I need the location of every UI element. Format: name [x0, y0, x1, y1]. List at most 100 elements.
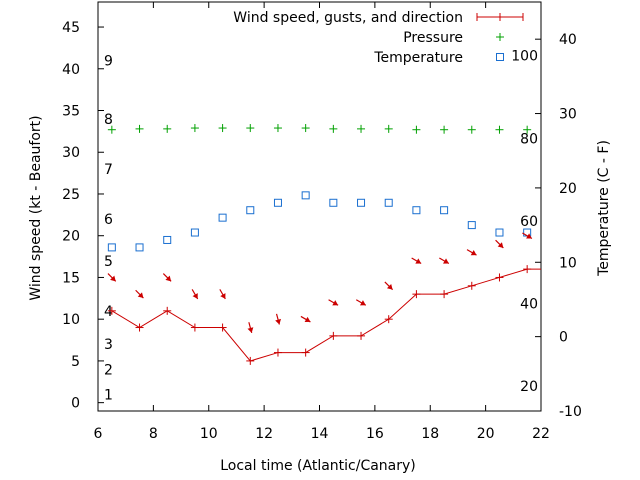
- pressure-point: [523, 125, 532, 134]
- y-left-tick-label: 5: [71, 354, 80, 370]
- y-left-axis-label: Wind speed (kt - Beaufort): [28, 115, 44, 300]
- temperature-point: [440, 206, 449, 215]
- wind-speed-point: [495, 273, 504, 282]
- wind-speed-point: [467, 281, 476, 290]
- legend-entry: Pressure: [403, 30, 504, 46]
- wind-speed-point: [273, 348, 282, 357]
- wind-direction-arrow: [355, 299, 367, 306]
- y-right-tick-label: 30: [559, 107, 577, 123]
- temperature-point: [301, 191, 310, 200]
- beaufort-label: 5: [104, 254, 113, 270]
- arrow-head: [443, 258, 449, 264]
- x-axis-ticks: 6 8 10 12 14 16 18 20 22: [94, 2, 550, 442]
- wind-direction-arrow: [411, 257, 422, 265]
- arrow-head: [220, 293, 226, 299]
- temperature-point: [246, 206, 255, 215]
- wind-direction-arrow: [162, 273, 172, 282]
- fahrenheit-label: 40: [520, 297, 538, 313]
- pressure-point: [246, 124, 255, 133]
- wind-direction-arrow: [522, 232, 533, 239]
- legend-label: Pressure: [403, 30, 463, 46]
- temperature-point: [163, 235, 172, 244]
- y-left-tick-label: 30: [62, 145, 80, 161]
- arrow-head: [247, 327, 254, 333]
- pressure-point: [107, 125, 116, 134]
- pressure-point: [495, 125, 504, 134]
- y-left-axis-ticks: 0 5 10 15 20 25 30 35 40 45: [62, 20, 104, 412]
- beaufort-label: 4: [104, 304, 113, 320]
- wind-direction-arrow: [439, 257, 450, 265]
- x-tick-label: 14: [311, 426, 329, 442]
- fahrenheit-label: 20: [520, 379, 538, 395]
- beaufort-label: 3: [104, 337, 113, 353]
- wind-direction-arrow: [247, 322, 254, 333]
- temperature-point: [135, 243, 144, 252]
- y-right-tick-label: 0: [559, 330, 568, 346]
- y-right-tick-label: 40: [559, 32, 577, 48]
- series-pressure: [107, 124, 532, 134]
- legend-temperature-square: [496, 53, 504, 61]
- arrow-head: [332, 300, 339, 306]
- y-left-tick-label: 15: [62, 270, 80, 286]
- wind-direction-arrow: [328, 299, 339, 306]
- temperature-point: [107, 243, 116, 252]
- wind-speed-point: [107, 306, 116, 315]
- pressure-point: [301, 124, 310, 133]
- pressure-point: [412, 125, 421, 134]
- wind-speed-point: [329, 331, 338, 340]
- y-right-axis-ticks: -10 0 10 20 30 40: [535, 32, 582, 420]
- y-left-tick-label: 45: [62, 20, 80, 36]
- pressure-point: [329, 124, 338, 133]
- x-tick-label: 10: [200, 426, 218, 442]
- legend-entry: Wind speed, gusts, and direction: [233, 10, 524, 26]
- temperature-point: [273, 198, 282, 207]
- wind-direction-arrow: [191, 289, 199, 300]
- series-wind: [107, 265, 541, 365]
- x-tick-label: 8: [149, 426, 158, 442]
- legend-entry: Temperature: [373, 50, 504, 66]
- y-left-tick-label: 40: [62, 62, 80, 78]
- legend: Wind speed, gusts, and direction Pressure…: [233, 10, 524, 66]
- arrow-head: [526, 233, 532, 239]
- y-right-tick-label: 10: [559, 255, 577, 271]
- beaufort-label: 8: [104, 112, 113, 128]
- y-left-tick-label: 0: [71, 396, 80, 412]
- wind-direction-arrow: [495, 239, 504, 249]
- arrow-head: [359, 300, 366, 306]
- beaufort-label: 1: [104, 387, 113, 403]
- fahrenheit-label: 60: [520, 214, 538, 230]
- pressure-point: [467, 125, 476, 134]
- temperature-point: [384, 198, 393, 207]
- y-left-tick-label: 20: [62, 229, 80, 245]
- arrow-head: [304, 316, 311, 323]
- wind-speed-point: [357, 331, 366, 340]
- y-right-tick-label: 20: [559, 181, 577, 197]
- beaufort-scale: 1 2 3 4 5 6 7 8 9: [104, 53, 113, 403]
- temperature-point: [329, 198, 338, 207]
- arrow-head: [110, 275, 116, 282]
- wind-speed-point: [135, 323, 144, 332]
- wind-speed-point: [384, 315, 393, 324]
- legend-label: Temperature: [373, 50, 463, 66]
- y-left-tick-label: 10: [62, 312, 80, 328]
- pressure-point: [273, 124, 282, 133]
- temperature-point: [218, 213, 227, 222]
- y-right-tick-label: -10: [559, 404, 582, 420]
- x-tick-label: 22: [532, 426, 550, 442]
- temperature-point: [357, 198, 366, 207]
- beaufort-label: 2: [104, 362, 113, 378]
- wind-direction-arrow: [107, 273, 117, 282]
- arrow-head: [137, 292, 144, 299]
- wind-direction-arrow: [466, 249, 477, 256]
- wind-direction-arrow: [300, 315, 311, 323]
- x-axis-label: Local time (Atlantic/Canary): [220, 458, 416, 474]
- wind-direction-arrow: [275, 313, 281, 325]
- pressure-point: [357, 124, 366, 133]
- wind-direction-arrows: [107, 232, 533, 333]
- pressure-point: [135, 124, 144, 133]
- arrow-head: [386, 284, 393, 290]
- pressure-point: [163, 124, 172, 133]
- temperature-point: [412, 206, 421, 215]
- x-tick-label: 6: [94, 426, 103, 442]
- wind-direction-arrow: [384, 281, 394, 291]
